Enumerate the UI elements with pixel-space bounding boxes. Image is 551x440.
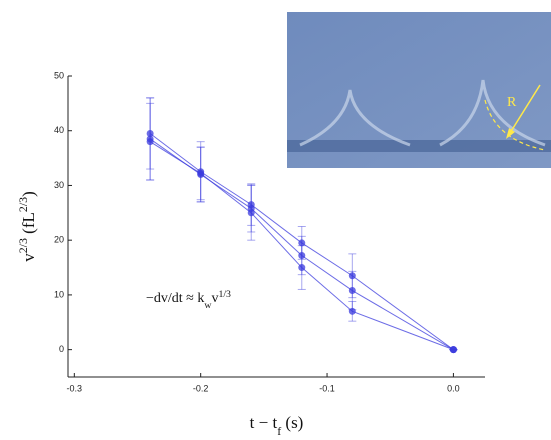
y-tick-label: 20 (54, 235, 64, 245)
annotation-part: −dv/dt ≈ k (146, 291, 204, 306)
inset-label: R (507, 95, 517, 110)
point (348, 272, 356, 280)
point (348, 307, 356, 315)
y-axis-label-part: 2/3 (16, 197, 30, 212)
x-axis-label-part: t − t (250, 413, 278, 432)
y-axis-label-part: v (19, 253, 38, 262)
point (146, 138, 154, 146)
x-tick-label: -0.1 (319, 383, 335, 393)
y-tick-label: 40 (54, 125, 64, 135)
point (298, 239, 306, 247)
y-axis-label-part: (fL (19, 212, 38, 238)
point (146, 129, 154, 137)
annotation: −dv/dt ≈ kwv1/3 (146, 289, 231, 311)
point (348, 287, 356, 295)
y-tick-label: 30 (54, 180, 64, 190)
inset-image: R (287, 12, 551, 168)
annotation-part: w (204, 300, 212, 311)
point (197, 169, 205, 177)
annotation-part: v (211, 291, 218, 306)
x-axis-label-part: (s) (281, 413, 303, 432)
series-line (149, 133, 454, 351)
series-line (149, 141, 454, 351)
x-axis-label-part: f (277, 424, 281, 438)
x-tick-label: -0.3 (67, 383, 83, 393)
y-tick-label: 50 (54, 70, 64, 80)
y-axis-label: v2/3 (fL2/3) (16, 191, 38, 262)
x-axis-label: t − tf (s) (250, 413, 304, 438)
y-tick-label: 10 (54, 289, 64, 299)
y-axis-label-part: ) (19, 191, 38, 197)
point (298, 252, 306, 260)
x-tick-label: 0.0 (447, 383, 460, 393)
y-tick-label: 0 (59, 344, 64, 354)
point (247, 209, 255, 217)
y-axis-label-part: 2/3 (16, 238, 30, 253)
x-tick-label: -0.2 (193, 383, 209, 393)
point (449, 346, 457, 354)
point (298, 264, 306, 272)
annotation-part: 1/3 (218, 289, 231, 300)
